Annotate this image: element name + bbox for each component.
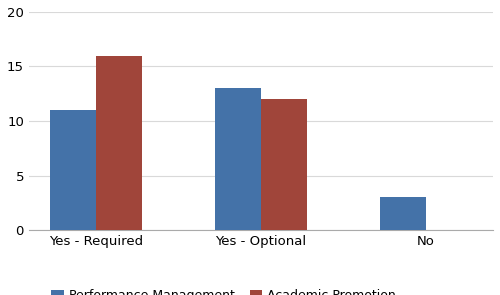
Bar xyxy=(96,55,142,230)
Bar xyxy=(215,88,261,230)
Bar xyxy=(261,99,307,230)
Bar xyxy=(380,197,426,230)
Bar xyxy=(50,110,96,230)
Legend: Performance Management, Academic Promotion: Performance Management, Academic Promoti… xyxy=(46,284,401,295)
